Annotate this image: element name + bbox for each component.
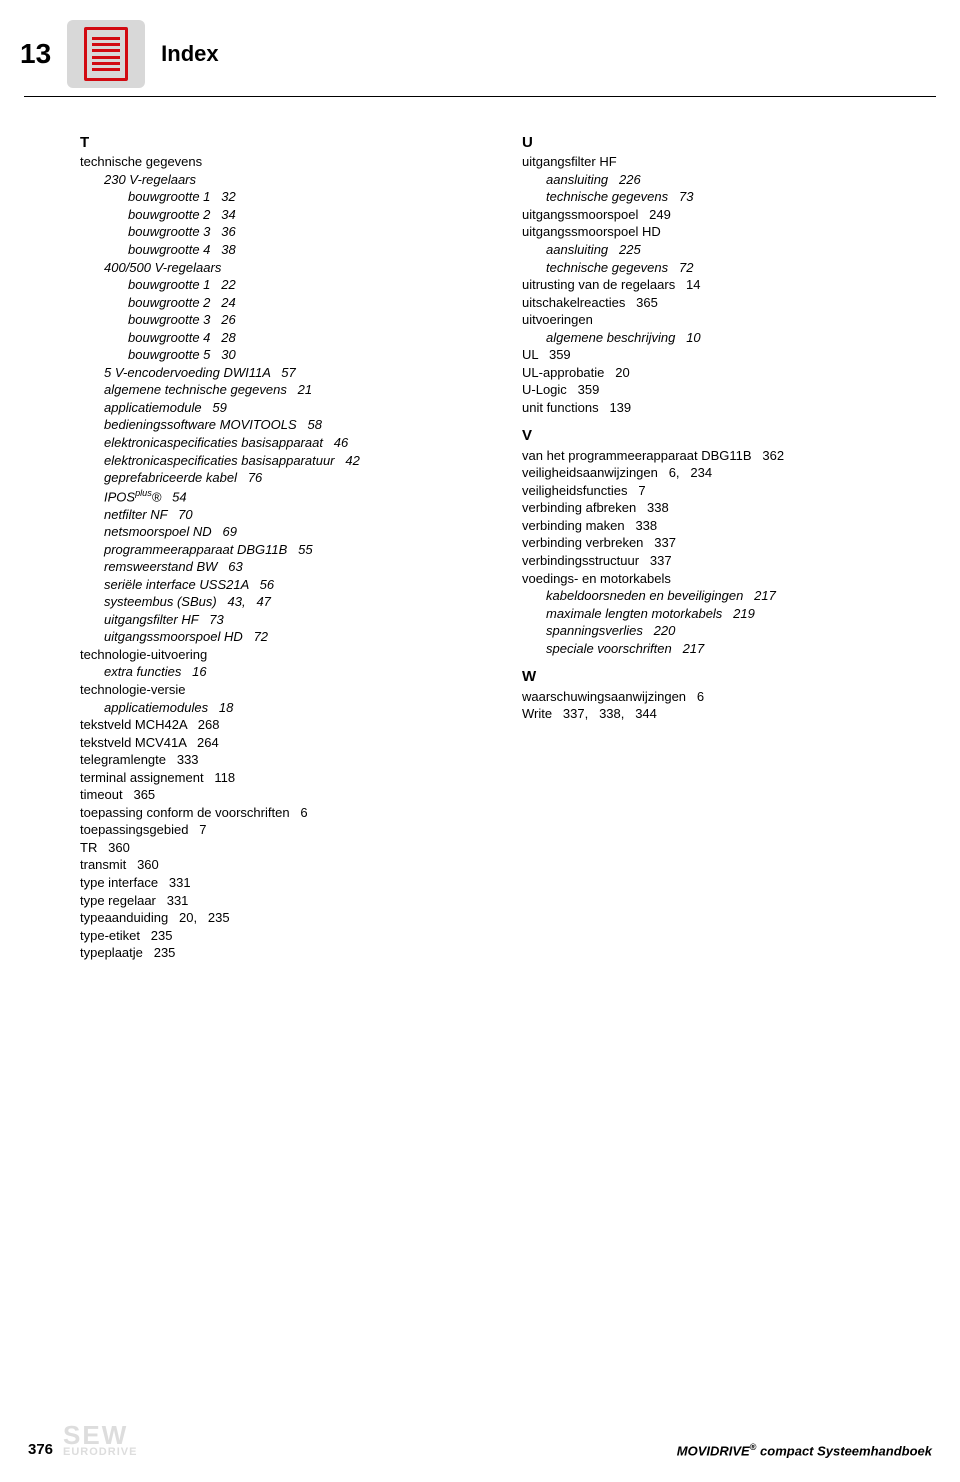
index-entry: spanningsverlies 220 [546,622,936,640]
index-entry: transmit 360 [80,856,494,874]
index-entry: systeembus (SBus) 43, 47 [104,593,494,611]
index-entry: U [522,133,936,153]
index-entry: applicatiemodule 59 [104,399,494,417]
chapter-number: 13 [20,38,51,70]
index-entry: 230 V-regelaars [104,171,494,189]
page-title: Index [161,41,218,67]
index-entry: W [522,667,936,687]
index-entry: uitgangssmoorspoel HD 72 [104,628,494,646]
index-entry: netsmoorspoel ND 69 [104,523,494,541]
index-entry: voedings- en motorkabels [522,570,936,588]
index-icon [67,20,145,88]
index-entry: van het programmeerapparaat DBG11B 362 [522,447,936,465]
index-entry: uitgangssmoorspoel 249 [522,206,936,224]
index-entry: timeout 365 [80,786,494,804]
index-entry: maximale lengten motorkabels 219 [546,605,936,623]
index-entry: type regelaar 331 [80,892,494,910]
index-entry: T [80,133,494,153]
index-entry: toepassingsgebied 7 [80,821,494,839]
index-entry: type interface 331 [80,874,494,892]
index-entry: U-Logic 359 [522,381,936,399]
index-columns: Ttechnische gegevens230 V-regelaarsbouwg… [0,97,960,962]
index-entry: applicatiemodules 18 [104,699,494,717]
index-entry: Write 337, 338, 344 [522,705,936,723]
index-entry: 400/500 V-regelaars [104,259,494,277]
index-entry: technologie-uitvoering [80,646,494,664]
index-entry: aansluiting 226 [546,171,936,189]
index-entry: uitgangsfilter HF [522,153,936,171]
index-entry: typeaanduiding 20, 235 [80,909,494,927]
index-entry: verbinding maken 338 [522,517,936,535]
index-entry: algemene technische gegevens 21 [104,381,494,399]
index-entry: algemene beschrijving 10 [546,329,936,347]
index-entry: technologie-versie [80,681,494,699]
index-entry: IPOSplus® 54 [104,487,494,506]
index-entry: waarschuwingsaanwijzingen 6 [522,688,936,706]
index-entry: TR 360 [80,839,494,857]
index-entry: unit functions 139 [522,399,936,417]
index-entry: verbinding verbreken 337 [522,534,936,552]
index-entry: bedieningssoftware MOVITOOLS 58 [104,416,494,434]
index-entry: veiligheidsaanwijzingen 6, 234 [522,464,936,482]
index-entry: verbindingsstructuur 337 [522,552,936,570]
index-entry: bouwgrootte 4 38 [128,241,494,259]
index-entry: bouwgrootte 3 36 [128,223,494,241]
index-entry: programmeerapparaat DBG11B 55 [104,541,494,559]
index-entry: elektronicaspecificaties basisapparaat 4… [104,434,494,452]
index-entry: veiligheidsfuncties 7 [522,482,936,500]
index-entry: aansluiting 225 [546,241,936,259]
index-entry: technische gegevens 73 [546,188,936,206]
index-entry: seriële interface USS21A 56 [104,576,494,594]
index-entry: bouwgrootte 1 22 [128,276,494,294]
index-entry: technische gegevens 72 [546,259,936,277]
index-entry: remsweerstand BW 63 [104,558,494,576]
index-entry: uitvoeringen [522,311,936,329]
index-entry: uitgangssmoorspoel HD [522,223,936,241]
index-entry: toepassing conform de voorschriften 6 [80,804,494,822]
index-entry: telegramlengte 333 [80,751,494,769]
index-entry: bouwgrootte 4 28 [128,329,494,347]
index-entry: uitrusting van de regelaars 14 [522,276,936,294]
index-entry: V [522,426,936,446]
index-entry: bouwgrootte 5 30 [128,346,494,364]
page-header: 13 Index [0,0,960,96]
index-entry: elektronicaspecificaties basisapparatuur… [104,452,494,470]
index-entry: typeplaatje 235 [80,944,494,962]
index-entry: technische gegevens [80,153,494,171]
index-entry: bouwgrootte 1 32 [128,188,494,206]
index-entry: 5 V-encodervoeding DWI11A 57 [104,364,494,382]
index-entry: extra functies 16 [104,663,494,681]
index-entry: speciale voorschriften 217 [546,640,936,658]
footer-product: MOVIDRIVE® compact Systeemhandboek [677,1442,932,1458]
index-entry: terminal assignement 118 [80,769,494,787]
page-footer: 376 SEW EURODRIVE MOVIDRIVE® compact Sys… [0,1425,960,1458]
index-entry: uitschakelreacties 365 [522,294,936,312]
index-entry: UL-approbatie 20 [522,364,936,382]
index-entry: UL 359 [522,346,936,364]
index-entry: geprefabriceerde kabel 76 [104,469,494,487]
page-number: 376 [28,1441,53,1458]
index-column-left: Ttechnische gegevens230 V-regelaarsbouwg… [80,133,494,962]
sew-logo: SEW EURODRIVE [63,1425,137,1458]
index-entry: uitgangsfilter HF 73 [104,611,494,629]
index-entry: bouwgrootte 3 26 [128,311,494,329]
index-entry: bouwgrootte 2 24 [128,294,494,312]
index-column-right: Uuitgangsfilter HFaansluiting 226technis… [522,133,936,962]
index-entry: tekstveld MCH42A 268 [80,716,494,734]
index-entry: verbinding afbreken 338 [522,499,936,517]
index-entry: tekstveld MCV41A 264 [80,734,494,752]
index-entry: kabeldoorsneden en beveiligingen 217 [546,587,936,605]
index-entry: bouwgrootte 2 34 [128,206,494,224]
index-entry: type-etiket 235 [80,927,494,945]
index-entry: netfilter NF 70 [104,506,494,524]
